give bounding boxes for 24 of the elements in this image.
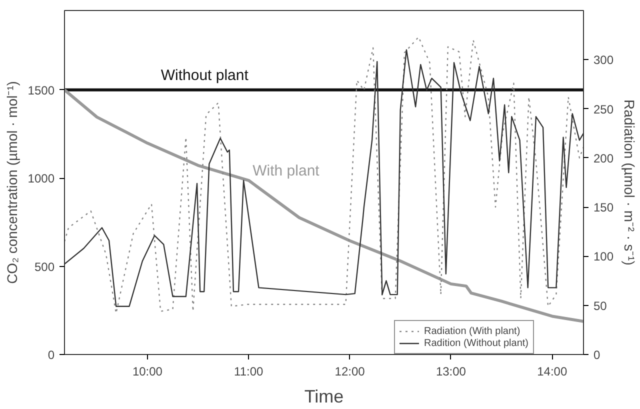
line-series [64,88,584,323]
x-tick-label: 13:00 [436,364,466,378]
x-tick-label: 14:00 [537,364,568,378]
y2-tick-label: 250 [594,102,614,116]
y-tick-label: 500 [34,260,55,274]
x-axis-title: Time [304,386,344,406]
y2-tick-label: 0 [594,348,600,362]
y-tick-label: 0 [48,348,55,362]
y-tick-label: 1000 [28,172,55,186]
y-axis-title: CO₂ concentration (µmol · mol⁻¹) [4,81,20,284]
y2-tick-label: 100 [594,250,614,264]
x-tick-label: 12:00 [334,364,366,378]
y2-tick-label: 300 [594,53,614,68]
x-tick-label: 11:00 [234,364,264,378]
legend-label: Radiation (With plant) [424,325,520,337]
x-tick-label: 10:00 [132,364,163,378]
y2-axis-title: Radiation (µmol · m⁻² · s⁻¹) [622,100,638,266]
legend-label: Radition (Without plant) [424,337,528,349]
y2-tick-label: 200 [594,151,614,166]
y-tick-label: 1500 [28,83,55,98]
series-label: Without plant [160,66,250,84]
y2-tick-label: 50 [594,298,608,313]
series-label: With plant [252,162,320,180]
y2-tick-label: 150 [594,200,614,215]
